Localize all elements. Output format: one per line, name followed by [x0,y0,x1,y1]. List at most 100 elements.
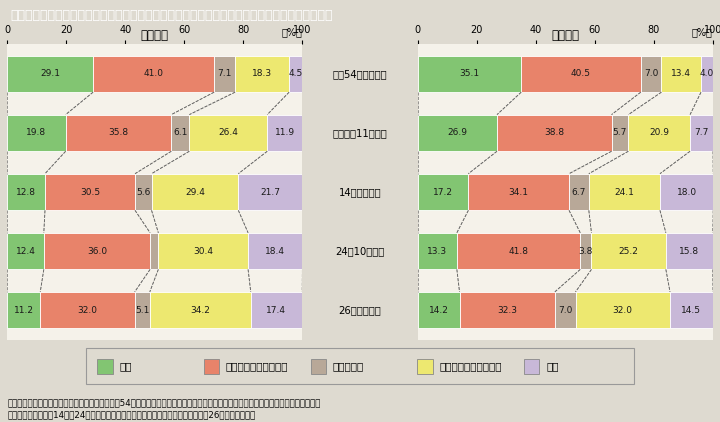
Bar [660,174,713,210]
Bar [238,174,302,210]
Bar [469,174,569,210]
Text: 24.1: 24.1 [614,187,634,197]
Bar [235,56,289,92]
Bar [45,174,135,210]
Text: 32.0: 32.0 [613,306,633,315]
Text: 26.4: 26.4 [218,128,238,138]
Text: ＜女性＞: ＜女性＞ [141,29,168,42]
Text: 5.1: 5.1 [135,306,150,315]
Bar [93,56,214,92]
Text: 12.4: 12.4 [16,246,35,256]
Text: 11.2: 11.2 [14,306,34,315]
Text: わからない: わからない [333,361,364,371]
Bar [7,115,66,151]
Bar [569,174,589,210]
Bar [66,115,171,151]
Text: （%）: （%） [692,27,713,37]
Text: 昭和54年５月調査: 昭和54年５月調査 [333,69,387,79]
Text: 6.1: 6.1 [173,128,187,138]
Text: 14年７月調査: 14年７月調査 [338,187,382,197]
Bar [214,56,235,92]
Bar [418,292,459,328]
Bar [459,292,555,328]
Text: 17.2: 17.2 [433,187,453,197]
Bar [418,359,433,373]
Text: どちらかといえば賛成: どちらかといえば賛成 [226,361,289,371]
Bar [418,233,457,269]
Text: 12.8: 12.8 [16,187,36,197]
Bar [524,359,539,373]
Text: 30.5: 30.5 [80,187,100,197]
Text: 平成４年11月調査: 平成４年11月調査 [333,128,387,138]
Bar [7,292,40,328]
Text: 25.2: 25.2 [618,246,639,256]
Bar [7,30,302,44]
Bar [666,233,713,269]
Text: 反対: 反対 [546,361,559,371]
Bar [591,233,666,269]
Bar [589,174,660,210]
Bar [44,233,150,269]
Text: 7.1: 7.1 [217,69,232,78]
Text: 賛成: 賛成 [120,361,132,371]
Bar [150,233,158,269]
Text: 19.8: 19.8 [27,128,47,138]
Text: 5.6: 5.6 [136,187,150,197]
Text: 17.4: 17.4 [266,306,287,315]
Bar [289,56,302,92]
Text: 7.0: 7.0 [558,306,572,315]
Text: 7.0: 7.0 [644,69,658,78]
Text: 26.9: 26.9 [447,128,467,138]
Bar [267,115,302,151]
Text: 14.2: 14.2 [428,306,449,315]
Bar [555,292,575,328]
Text: 6.7: 6.7 [572,187,586,197]
Text: 41.8: 41.8 [508,246,528,256]
Bar [150,292,251,328]
Bar [457,233,580,269]
Text: 20.9: 20.9 [649,128,669,138]
Bar [418,56,521,92]
Text: （備考）内閣府「婦人に関する世論調査」（昭和54年），「男女平等に関する世論調査」（平成４年），「男女共同参画社会に関する: （備考）内閣府「婦人に関する世論調査」（昭和54年），「男女平等に関する世論調査… [7,399,320,408]
Text: 34.1: 34.1 [509,187,528,197]
Bar [135,292,150,328]
Bar [311,359,326,373]
Bar [251,292,302,328]
Text: 21.7: 21.7 [261,187,280,197]
Bar [418,30,713,44]
Bar [40,292,135,328]
Text: 29.4: 29.4 [185,187,205,197]
Bar [171,115,189,151]
Bar [418,174,469,210]
Bar [7,56,93,92]
Text: 4.0: 4.0 [700,69,714,78]
Bar [670,292,713,328]
Text: 18.0: 18.0 [677,187,696,197]
Text: 29.1: 29.1 [40,69,60,78]
Text: どちらかといえば反対: どちらかといえば反対 [439,361,502,371]
Bar [629,115,690,151]
Bar [701,56,713,92]
Text: 32.3: 32.3 [498,306,517,315]
Bar [7,174,45,210]
Text: 38.8: 38.8 [544,128,564,138]
Text: 26年８月調査: 26年８月調査 [338,305,382,315]
Text: 3.8: 3.8 [579,246,593,256]
Bar [662,56,701,92]
Bar [580,233,591,269]
Bar [135,174,151,210]
Text: 18.3: 18.3 [252,69,272,78]
Text: 35.8: 35.8 [109,128,129,138]
Bar [189,115,267,151]
Bar [690,115,713,151]
Text: （%）: （%） [282,27,302,37]
Text: 41.0: 41.0 [143,69,163,78]
Text: 世論調査」（平成14年，24年）及び「女性の活躍推進に関する世論調査」（平成26年）より作成。: 世論調査」（平成14年，24年）及び「女性の活躍推進に関する世論調査」（平成26… [7,410,256,419]
Text: 15.8: 15.8 [679,246,699,256]
Text: 13.3: 13.3 [427,246,447,256]
Text: 13.4: 13.4 [671,69,691,78]
Text: 11.9: 11.9 [275,128,295,138]
Text: 30.4: 30.4 [193,246,213,256]
Bar [158,233,248,269]
Bar [521,56,641,92]
